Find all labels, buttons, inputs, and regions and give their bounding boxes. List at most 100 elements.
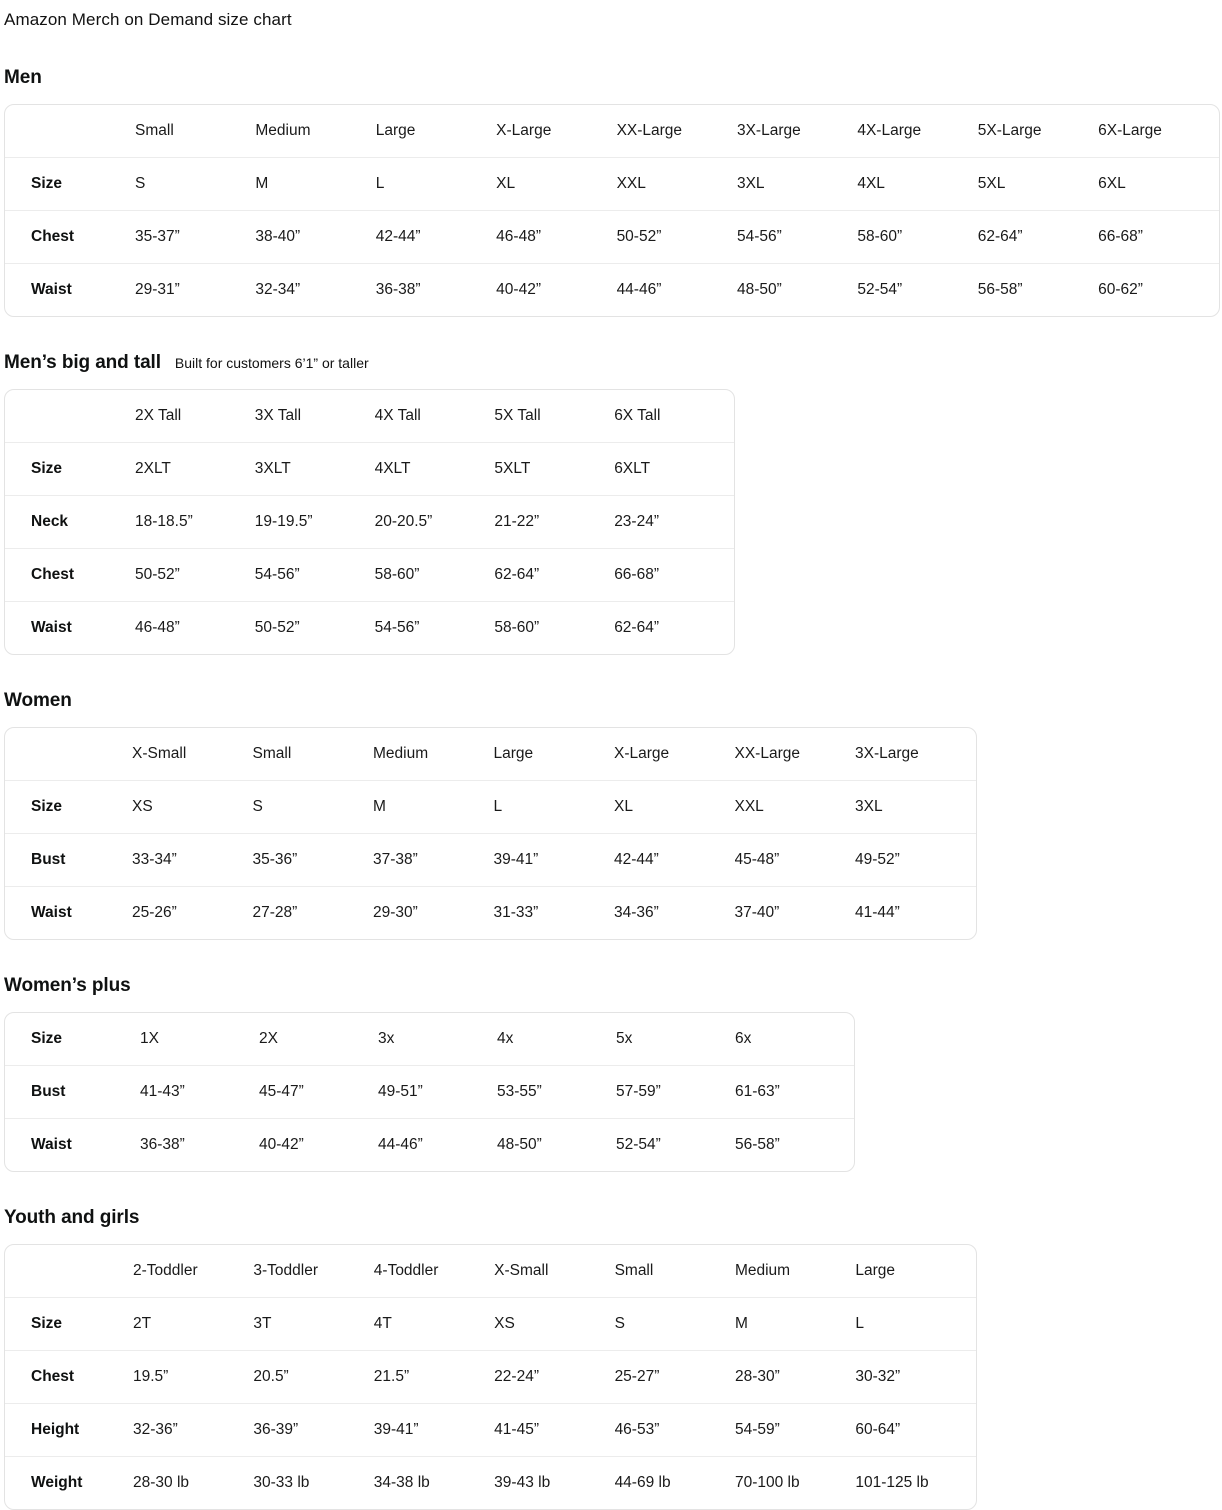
section-header-women: Women xyxy=(4,689,1222,713)
table-cell: 3XL xyxy=(855,780,976,833)
section-header-bigtall: Men’s big and tall Built for customers 6’… xyxy=(4,351,1222,375)
table-cell: XL xyxy=(614,780,735,833)
column-header: 4-Toddler xyxy=(373,1262,439,1279)
table-cell: 30-33 lb xyxy=(253,1456,374,1509)
section-youth: Youth and girls 2-Toddler 3-Toddler 4-Toddl… xyxy=(0,1206,1222,1510)
table-cell: 36-39” xyxy=(253,1403,374,1456)
table-cell: 61-63” xyxy=(735,1065,854,1118)
column-header: Medium xyxy=(255,122,311,139)
table-cell: 30-32” xyxy=(855,1350,976,1403)
table-cell: 45-47” xyxy=(259,1065,378,1118)
column-header: Small xyxy=(614,1262,654,1279)
section-title-womensplus: Women’s plus xyxy=(4,975,131,996)
table-cell: 46-48” xyxy=(135,601,255,654)
column-header: 5X-Large xyxy=(977,122,1042,139)
table-cell: 3T xyxy=(253,1297,374,1350)
section-men: Men Small Medium Large X-Large XX-Large 3X-Lar… xyxy=(0,66,1222,317)
column-header: X-Large xyxy=(496,122,552,139)
table-row: Height 32-36” 36-39” 39-41” 41-45” 46-53” 54-5… xyxy=(5,1403,976,1456)
section-womensplus: Women’s plus Size 1X 2X 3x 4x 5x 6x Bust 41-43” 45… xyxy=(0,974,1222,1172)
table-cell: 3x xyxy=(378,1030,395,1047)
table-cell: 60-64” xyxy=(855,1403,976,1456)
table-cell: 44-46” xyxy=(378,1118,497,1171)
table-cell: 5XL xyxy=(977,157,1099,210)
table-row: Chest 19.5” 20.5” 21.5” 22-24” 25-27” 28-30” 30… xyxy=(5,1350,976,1403)
row-label: Bust xyxy=(5,1065,140,1118)
table-cell: 6x xyxy=(735,1030,752,1047)
table-cell: L xyxy=(375,157,497,210)
column-header: Small xyxy=(252,745,292,762)
table-cell: M xyxy=(734,1297,856,1350)
table-cell: 5x xyxy=(616,1030,633,1047)
table-cell: 6XLT xyxy=(614,442,734,495)
table-cell: 44-69 lb xyxy=(614,1456,735,1509)
table-cell: 50-52” xyxy=(254,601,375,654)
row-label: Weight xyxy=(5,1456,133,1509)
table-cell: XS xyxy=(494,1297,615,1350)
column-header: Large xyxy=(375,122,416,139)
table-cell: 4XL xyxy=(857,157,978,210)
section-title-bigtall: Men’s big and tall xyxy=(4,352,161,373)
table-cell: 18-18.5” xyxy=(135,495,255,548)
table-cell: 46-53” xyxy=(614,1403,735,1456)
table-cell: 39-43 lb xyxy=(494,1456,615,1509)
table-cell: 23-24” xyxy=(614,495,734,548)
section-title-men: Men xyxy=(4,67,42,88)
row-label: Chest xyxy=(5,1350,133,1403)
column-header: 2-Toddler xyxy=(133,1262,198,1279)
table-row: Weight 28-30 lb 30-33 lb 34-38 lb 39-43 lb 44… xyxy=(5,1456,976,1509)
table-cell: 36-38” xyxy=(140,1118,259,1171)
table-cell: 39-41” xyxy=(493,833,614,886)
table-cell: 40-42” xyxy=(496,263,617,316)
table-cell: 20-20.5” xyxy=(374,495,495,548)
table-cell: 56-58” xyxy=(735,1118,854,1171)
row-label: Chest xyxy=(5,548,135,601)
section-note-bigtall: Built for customers 6’1” or taller xyxy=(174,355,369,371)
column-header: 3X Tall xyxy=(254,407,302,424)
table-cell: 28-30” xyxy=(734,1350,856,1403)
size-table-womensplus: Size 1X 2X 3x 4x 5x 6x Bust 41-43” 45-47” 49-51” 53… xyxy=(4,1012,855,1172)
section-header-men: Men xyxy=(4,66,1222,90)
table-cell: 5XLT xyxy=(494,442,615,495)
table-cell: 49-51” xyxy=(378,1065,497,1118)
row-label: Size xyxy=(5,157,135,210)
table-cell: 22-24” xyxy=(494,1350,615,1403)
page-title: Amazon Merch on Demand size chart xyxy=(4,10,292,29)
table-cell: 56-58” xyxy=(977,263,1099,316)
column-header: 6X-Large xyxy=(1098,122,1162,139)
table-cell: 70-100 lb xyxy=(734,1456,856,1509)
table-cell: 4T xyxy=(373,1297,495,1350)
row-label: Size xyxy=(5,1297,133,1350)
row-label: Waist xyxy=(5,601,135,654)
section-title-women: Women xyxy=(4,690,72,711)
column-header: Small xyxy=(135,122,174,139)
table-corner-cell xyxy=(5,390,135,442)
table-cell: 35-37” xyxy=(135,210,256,263)
column-header: 3-Toddler xyxy=(253,1262,319,1279)
table-cell: 21-22” xyxy=(494,495,615,548)
table-row: Neck 18-18.5” 19-19.5” 20-20.5” 21-22” 23-24” xyxy=(5,495,734,548)
row-label: Waist xyxy=(5,1118,140,1171)
table-row: Waist 29-31” 32-34” 36-38” 40-42” 44-46” 48-50… xyxy=(5,263,1219,316)
column-header: X-Small xyxy=(494,1262,549,1279)
table-cell: 62-64” xyxy=(614,601,734,654)
table-row: Size 2T 3T 4T XS S M L xyxy=(5,1297,976,1350)
table-cell: 27-28” xyxy=(252,886,373,939)
table-cell: 4XLT xyxy=(374,442,495,495)
table-row: Bust 41-43” 45-47” 49-51” 53-55” 57-59” 61-63” xyxy=(5,1065,854,1118)
table-cell: 44-46” xyxy=(616,263,737,316)
table-cell: S xyxy=(614,1297,735,1350)
table-cell: 42-44” xyxy=(375,210,497,263)
table-cell: 4x xyxy=(497,1030,514,1047)
column-header: Medium xyxy=(734,1262,791,1279)
table-cell: 32-34” xyxy=(255,263,376,316)
row-label: Bust xyxy=(5,833,132,886)
column-header: 5X Tall xyxy=(494,407,541,424)
section-women: Women X-Small Small Medium Large X-Large XX-La… xyxy=(0,689,1222,940)
table-cell: 37-40” xyxy=(734,886,855,939)
size-table-bigtall: 2X Tall 3X Tall 4X Tall 5X Tall 6X Tall Size 2… xyxy=(4,389,735,655)
table-cell: 49-52” xyxy=(855,833,976,886)
column-header: Large xyxy=(493,745,534,762)
table-cell: 48-50” xyxy=(497,1118,616,1171)
table-cell: L xyxy=(855,1297,976,1350)
